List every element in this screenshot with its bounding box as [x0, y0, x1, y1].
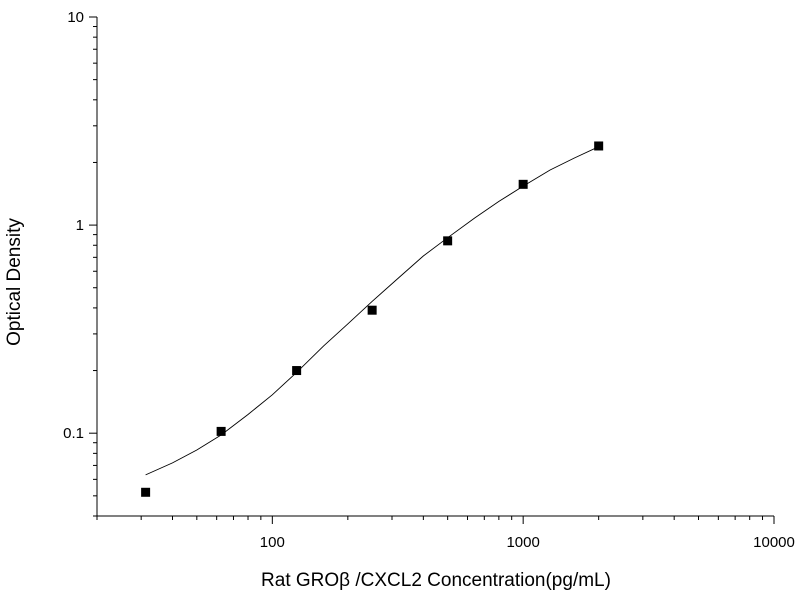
y-tick-label: 0.1	[63, 425, 84, 442]
data-point	[443, 236, 453, 246]
y-axis-title: Optical Density	[4, 218, 25, 346]
x-axis-title: Rat GROβ /CXCL2 Concentration(pg/mL)	[261, 570, 611, 591]
data-point	[216, 426, 226, 436]
data-points	[141, 141, 604, 497]
x-tick-label: 100	[260, 534, 285, 551]
y-tick-label: 10	[67, 9, 84, 26]
x-tick-label: 1000	[506, 534, 539, 551]
data-point	[594, 141, 604, 151]
y-tick-label: 1	[76, 217, 84, 234]
axes: 100 1000 10000 0.1 1 10	[63, 9, 795, 551]
x-tick-label: 10000	[753, 534, 795, 551]
data-point	[292, 366, 302, 376]
data-point	[518, 179, 528, 189]
data-point	[141, 487, 151, 497]
data-point	[367, 305, 377, 315]
